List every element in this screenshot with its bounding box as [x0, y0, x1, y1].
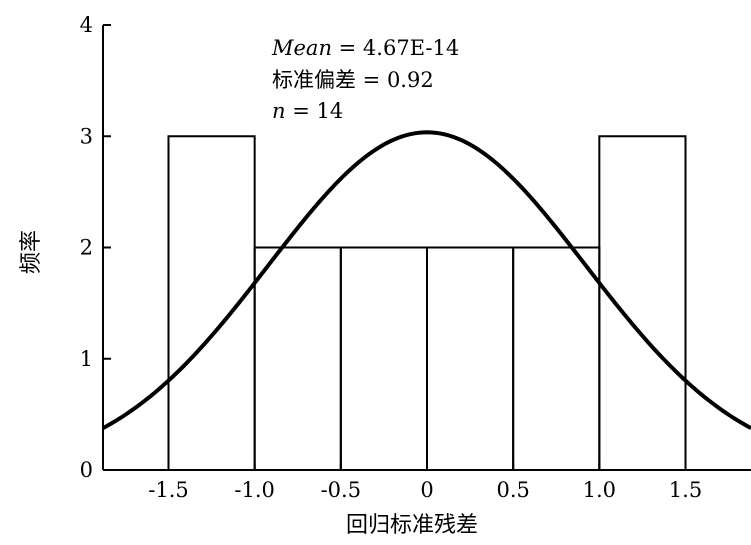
y-tick-label: 2	[80, 236, 93, 260]
x-tick-label: 1.5	[669, 478, 702, 502]
stats-mean-label: Mean	[271, 36, 332, 60]
x-tick-label: -1.0	[234, 478, 275, 502]
histogram-bar-5	[512, 246, 601, 471]
x-axis-title: 回归标准残差	[346, 513, 478, 538]
histogram-bar-2	[253, 246, 342, 471]
x-ticks: -1.5 -1.0 -0.5 0 0.5 1.0 1.5	[148, 463, 702, 502]
y-tick-label: 0	[80, 458, 93, 482]
stats-mean-value: = 4.67E-14	[332, 36, 459, 60]
y-tick-label: 3	[80, 124, 93, 148]
y-tick-label: 4	[80, 13, 93, 37]
stats-n-label: n	[272, 99, 286, 123]
y-tick-label: 1	[80, 347, 93, 371]
histogram-bar-1	[167, 135, 256, 471]
histogram-bar-4	[426, 246, 515, 471]
x-tick-label: 1.0	[583, 478, 616, 502]
histogram-bars	[167, 135, 687, 471]
stats-mean-line: Mean = 4.67E-14	[271, 36, 459, 60]
stats-n-line: n = 14	[272, 99, 343, 123]
histogram-bar-6	[598, 135, 687, 471]
x-tick-label: -1.5	[148, 478, 189, 502]
stats-n-value: = 14	[286, 99, 344, 123]
y-ticks: 0 1 2 3 4	[80, 13, 111, 482]
stats-box: Mean = 4.67E-14 标准偏差 = 0.92 n = 14	[271, 36, 459, 123]
normal-curve	[102, 130, 751, 430]
y-axis-title: 频率	[19, 230, 44, 274]
stats-std-line: 标准偏差 = 0.92	[272, 68, 434, 92]
histogram-bar-3	[339, 246, 428, 471]
x-tick-label: -0.5	[321, 478, 362, 502]
x-tick-label: 0	[420, 478, 433, 502]
x-tick-label: 0.5	[496, 478, 529, 502]
